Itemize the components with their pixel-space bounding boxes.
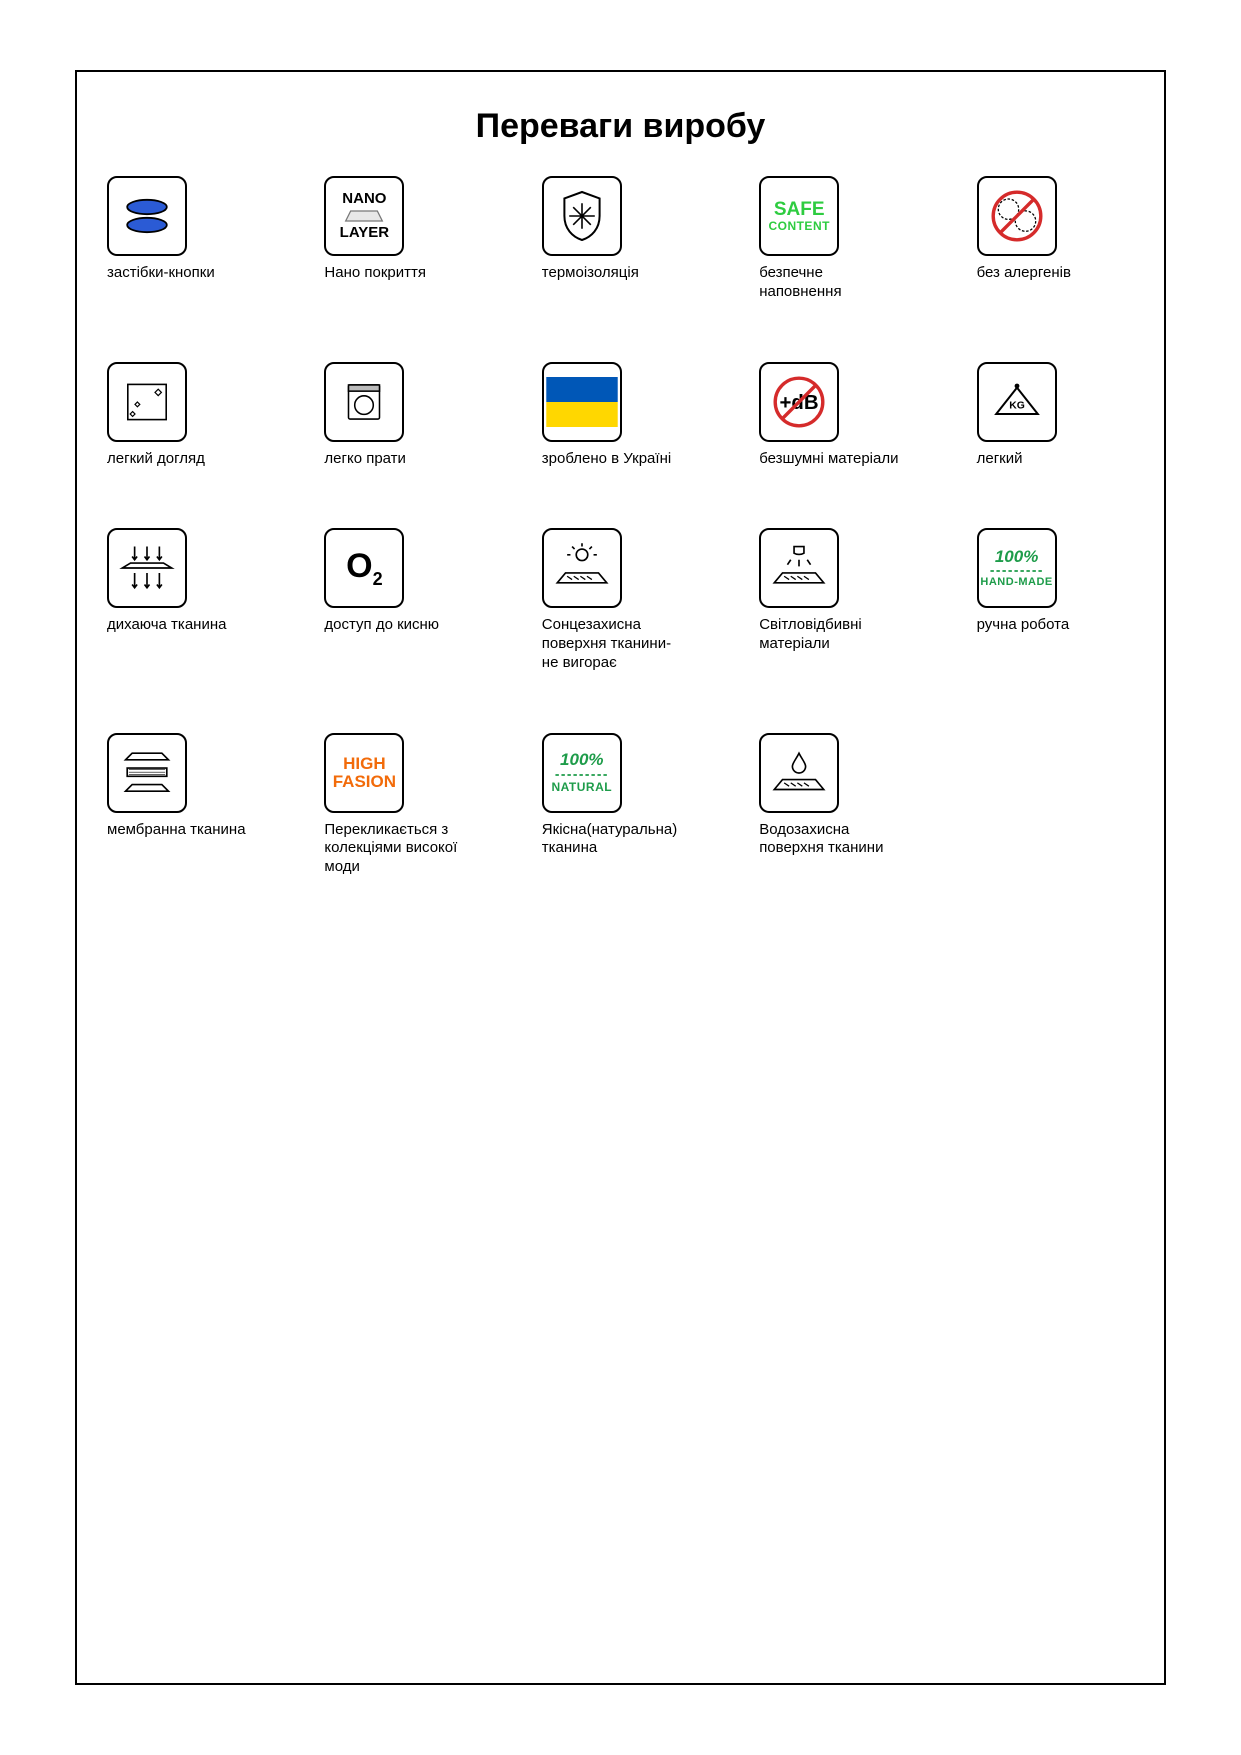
hf-top: HIGH xyxy=(343,755,386,773)
feature-sun-protect: Сонцезахисна поверхня тканини- не вигора… xyxy=(542,528,699,672)
feature-oxygen: O2 доступ до кисню xyxy=(324,528,481,672)
sun-protect-icon xyxy=(542,528,622,608)
feature-label: доступ до кисню xyxy=(324,616,439,635)
reflective-icon xyxy=(759,528,839,608)
o2-sub: 2 xyxy=(373,569,383,589)
lightweight-icon: KG xyxy=(977,362,1057,442)
no-allergen-icon xyxy=(977,176,1057,256)
feature-handmade: 100% HAND-MADE ручна робота xyxy=(977,528,1134,672)
no-noise-icon: +dB xyxy=(759,362,839,442)
natural-icon: 100% NATURAL xyxy=(542,733,622,813)
thermo-icon xyxy=(542,176,622,256)
feature-waterproof: Водозахисна поверхня тканини xyxy=(759,733,916,877)
safe-content-icon: SAFE CONTENT xyxy=(759,176,839,256)
feature-made-in-ua: зроблено в Україні xyxy=(542,362,699,469)
ukraine-flag-icon xyxy=(542,362,622,442)
snap-buttons-icon xyxy=(107,176,187,256)
page: Переваги виробу застібки-кнопки NANO xyxy=(0,0,1241,1755)
nano-layer-icon: NANO LAYER xyxy=(324,176,404,256)
feature-breathable: дихаюча тканина xyxy=(107,528,264,672)
feature-natural: 100% NATURAL Якісна(натуральна) тканина xyxy=(542,733,699,877)
feature-label: безшумні матеріали xyxy=(759,450,898,469)
feature-label: без алергенів xyxy=(977,264,1071,283)
nano-text-top: NANO xyxy=(342,191,386,207)
feature-lightweight: KG легкий xyxy=(977,362,1134,469)
feature-label: Водозахисна поверхня тканини xyxy=(759,821,909,859)
o2-o: O xyxy=(346,547,372,585)
safe-text-bottom: CONTENT xyxy=(768,220,830,233)
oxygen-icon: O2 xyxy=(324,528,404,608)
feature-label: зроблено в Україні xyxy=(542,450,671,469)
waterproof-icon xyxy=(759,733,839,813)
feature-label: мембранна тканина xyxy=(107,821,246,840)
feature-label: Нано покриття xyxy=(324,264,426,283)
safe-text-top: SAFE xyxy=(774,200,825,220)
easy-care-icon xyxy=(107,362,187,442)
feature-membrane: мембранна тканина xyxy=(107,733,264,877)
nat-top: 100% xyxy=(560,751,603,769)
feature-high-fashion: HIGH FASION Перекликається з колекціями … xyxy=(324,733,481,877)
content-frame: Переваги виробу застібки-кнопки NANO xyxy=(75,70,1166,1685)
feature-easy-wash: легко прати xyxy=(324,362,481,469)
feature-thermo: термоізоляція xyxy=(542,176,699,302)
feature-label: Світловідбивні матеріали xyxy=(759,616,909,654)
membrane-icon xyxy=(107,733,187,813)
feature-label: легкий догляд xyxy=(107,450,205,469)
easy-wash-icon xyxy=(324,362,404,442)
page-title: Переваги виробу xyxy=(107,107,1134,146)
feature-label: Сонцезахисна поверхня тканини- не вигора… xyxy=(542,616,692,672)
handmade-icon: 100% HAND-MADE xyxy=(977,528,1057,608)
feature-label: легко прати xyxy=(324,450,406,469)
feature-label: застібки-кнопки xyxy=(107,264,215,283)
nano-text-bottom: LAYER xyxy=(340,225,389,241)
feature-label: Перекликається з колекціями високої моди xyxy=(324,821,474,877)
feature-label: ручна робота xyxy=(977,616,1070,635)
feature-no-allergen: без алергенів xyxy=(977,176,1134,302)
breathable-icon xyxy=(107,528,187,608)
feature-label: безпечне наповнення xyxy=(759,264,909,302)
feature-snap-buttons: застібки-кнопки xyxy=(107,176,264,302)
nat-bottom: NATURAL xyxy=(551,781,612,794)
handmade-bottom: HAND-MADE xyxy=(980,577,1052,589)
hf-bottom: FASION xyxy=(333,773,396,791)
high-fashion-icon: HIGH FASION xyxy=(324,733,404,813)
feature-nano-layer: NANO LAYER Нано покриття xyxy=(324,176,481,302)
feature-label: термоізоляція xyxy=(542,264,639,283)
feature-grid: застібки-кнопки NANO LAYER Нано покриття xyxy=(107,176,1134,877)
feature-safe-content: SAFE CONTENT безпечне наповнення xyxy=(759,176,916,302)
handmade-top: 100% xyxy=(995,548,1038,566)
feature-label: дихаюча тканина xyxy=(107,616,226,635)
feature-no-noise: +dB безшумні матеріали xyxy=(759,362,916,469)
feature-reflective: Світловідбивні матеріали xyxy=(759,528,916,672)
feature-label: Якісна(натуральна) тканина xyxy=(542,821,692,859)
svg-text:KG: KG xyxy=(1009,400,1025,411)
feature-label: легкий xyxy=(977,450,1023,469)
feature-easy-care: легкий догляд xyxy=(107,362,264,469)
